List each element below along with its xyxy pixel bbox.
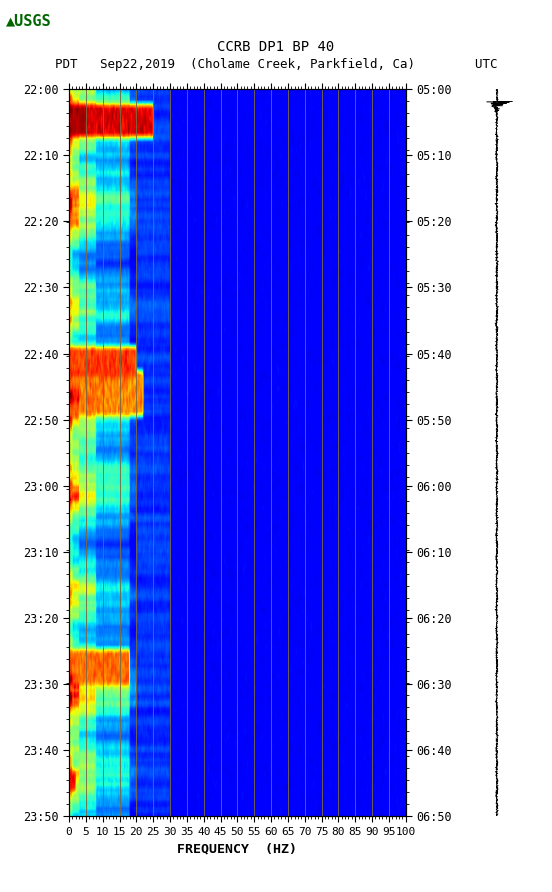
X-axis label: FREQUENCY  (HZ): FREQUENCY (HZ): [177, 842, 298, 855]
Text: CCRB DP1 BP 40: CCRB DP1 BP 40: [217, 40, 335, 54]
Text: PDT   Sep22,2019  (Cholame Creek, Parkfield, Ca)        UTC: PDT Sep22,2019 (Cholame Creek, Parkfield…: [55, 58, 497, 71]
Text: ▲USGS: ▲USGS: [6, 13, 51, 29]
